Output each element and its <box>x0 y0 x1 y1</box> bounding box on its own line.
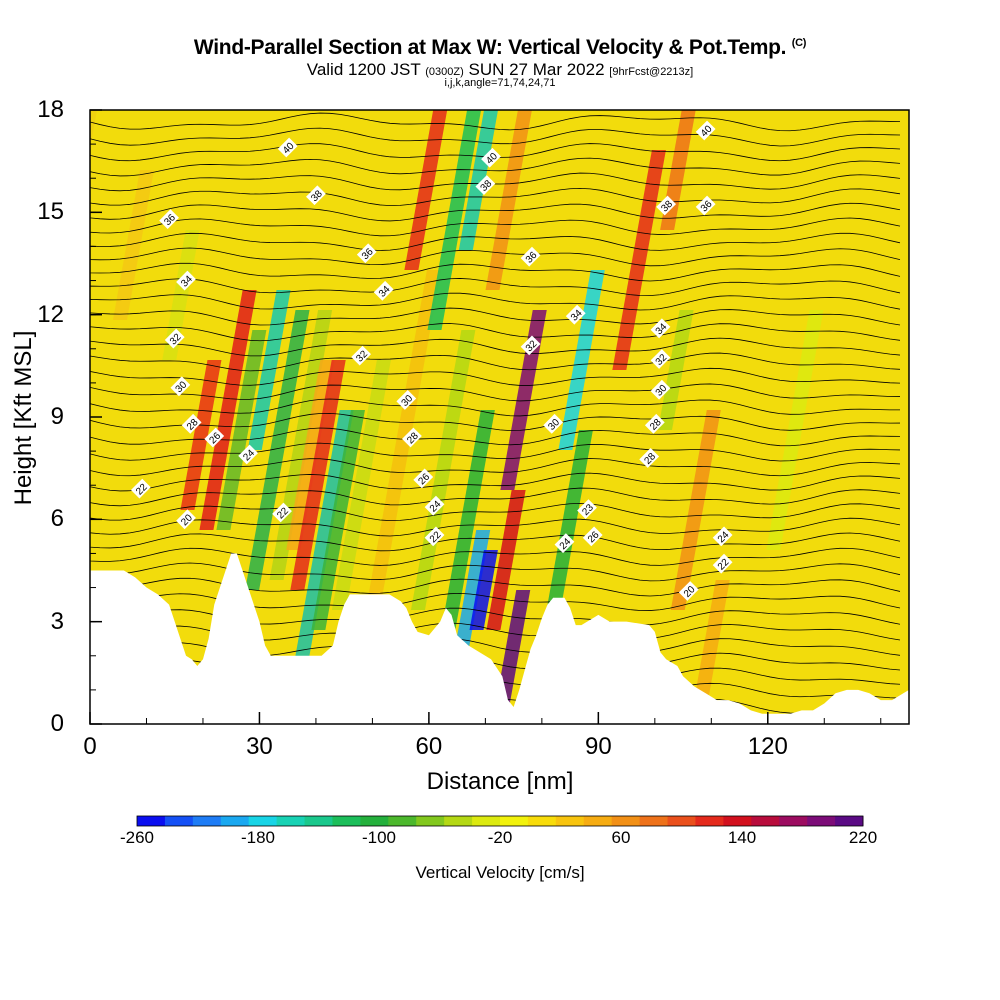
y-tick-label: 18 <box>37 96 64 123</box>
colorbar-swatch <box>751 816 780 826</box>
colorbar-swatch <box>667 816 696 826</box>
colorbar-tick-label: 220 <box>848 828 878 847</box>
colorbar-swatch <box>500 816 529 826</box>
colorbar-tick-label: 140 <box>727 828 757 847</box>
y-tick-label: 6 <box>50 505 64 533</box>
colorbar-swatch <box>332 816 361 826</box>
colorbar-swatch <box>416 816 445 826</box>
x-tick-label: 120 <box>747 733 788 760</box>
colorbar-label: Vertical Velocity [cm/s] <box>415 863 585 882</box>
colorbar-swatch <box>360 816 389 826</box>
colorbar-swatch <box>611 816 641 826</box>
chart-title: Wind-Parallel Section at Max W: Vertical… <box>193 36 807 59</box>
colorbar-swatch <box>276 816 306 826</box>
x-axis-label: Distance [nm] <box>426 768 574 795</box>
colorbar-swatch <box>164 816 194 826</box>
y-tick-label: 0 <box>50 710 64 737</box>
colorbar-swatch <box>695 816 724 826</box>
colorbar-swatch <box>304 816 333 826</box>
colorbar-swatch <box>192 816 222 826</box>
contour-labels: 4038363634343232303028282624222220262422… <box>130 120 733 601</box>
y-tick-label: 9 <box>50 403 64 430</box>
colorbar-swatch <box>527 816 557 826</box>
y-tick-label: 15 <box>37 198 64 226</box>
colorbar-tick-label: -180 <box>240 828 276 847</box>
y-tick-label: 12 <box>37 300 64 328</box>
axis-ticks <box>89 109 882 725</box>
colorbar-swatch <box>388 816 417 826</box>
colorbar-tick-label: 60 <box>611 828 631 847</box>
chart-subtitle: Valid 1200 JST (0300Z) SUN 27 Mar 2022 [… <box>306 60 694 79</box>
x-tick-label: 0 <box>83 733 97 760</box>
colorbar-swatch <box>444 816 473 826</box>
colorbar-swatch <box>248 816 278 826</box>
y-axis-label: Height [Kft MSL] <box>10 330 37 506</box>
colorbar-swatch <box>807 816 836 826</box>
colorbar-swatch <box>835 816 864 826</box>
chart-indices: i,j,k,angle=71,74,24,71 <box>444 77 556 89</box>
y-tick-label: 3 <box>50 607 64 635</box>
colorbar-swatch <box>472 816 501 826</box>
colorbar <box>136 815 864 827</box>
colorbar-tick-label: -260 <box>119 828 155 847</box>
x-tick-label: 30 <box>246 733 273 760</box>
colorbar-tick-label: -100 <box>361 828 397 847</box>
terrain-mask <box>90 553 909 724</box>
colorbar-swatch <box>137 816 166 826</box>
colorbar-swatch <box>723 816 752 826</box>
colorbar-tick-label: -20 <box>487 828 513 847</box>
colorbar-swatch <box>220 816 250 826</box>
colorbar-swatch <box>779 816 808 826</box>
colorbar-swatch <box>583 816 613 826</box>
colorbar-swatch <box>639 816 669 826</box>
x-tick-label: 60 <box>415 733 443 760</box>
x-tick-label: 90 <box>584 733 612 760</box>
colorbar-swatch <box>555 816 585 826</box>
